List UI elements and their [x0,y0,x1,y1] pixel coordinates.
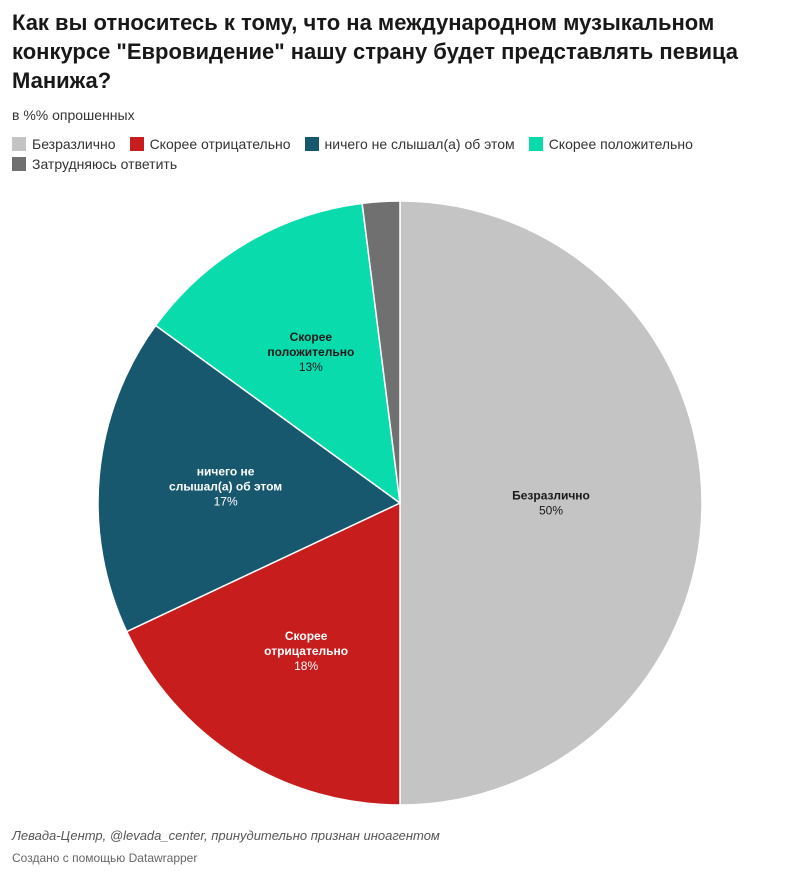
legend-swatch [12,157,26,171]
legend-label: Скорее отрицательно [149,136,291,152]
slice-label-value: 13% [299,360,323,374]
slice-label-name: положительно [267,345,354,359]
legend-label: Скорее положительно [548,136,693,152]
slice-label: Скорее отрицательно 18% [264,629,348,673]
slice-label: Скорее положительно 13% [267,330,354,374]
slice-label-value: 50% [539,504,563,518]
slice-label-value: 17% [214,495,238,509]
pie-chart: Безразлично 50%Скорее отрицательно 18%ничег… [97,200,703,806]
legend-swatch [304,137,319,151]
legend-label: Затрудняюсь ответить [32,156,178,172]
chart-subtitle: в %% опрошенных [12,107,135,123]
legend-swatch [12,137,26,151]
legend-item: Скорее положительно [528,136,693,152]
legend-item: Безразлично [12,136,116,152]
pie-slice [125,502,401,806]
credit-note: Создано с помощью Datawrapper [12,851,198,865]
slice-label-value: 18% [294,659,318,673]
legend-item: ничего не слышал(а) об этом [304,136,515,152]
chart-title: Как вы относитесь к тому, что на междуна… [12,10,739,93]
slice-label: ничего не слышал(а) об этом 17% [169,465,282,509]
legend-item: Затрудняюсь ответить [12,156,177,172]
legend-label: ничего не слышал(а) об этом [324,136,515,152]
legend-label: Безразлично [32,136,116,152]
pie-slice [154,202,401,504]
slice-label-name: отрицательно [264,644,348,658]
legend-swatch [528,137,543,151]
legend-item: Скорее отрицательно [129,136,291,152]
legend-swatch [129,137,144,151]
slice-label-name: Скорее [285,629,328,643]
pie-slice [361,200,401,504]
chart-legend: Безразлично Скорее отрицательно ничего не … [12,136,788,172]
slice-label-name: Безразлично [512,489,590,503]
pie-slice [399,200,703,806]
source-note: Левада-Центр, @levada_center, принудител… [12,828,440,843]
slice-label-name: слышал(а) об этом [169,480,282,494]
pie-slice [97,324,401,633]
slice-label-name: Скорее [290,330,333,344]
slice-label: Безразлично 50% [512,489,590,518]
slice-label-name: ничего не [197,465,255,479]
